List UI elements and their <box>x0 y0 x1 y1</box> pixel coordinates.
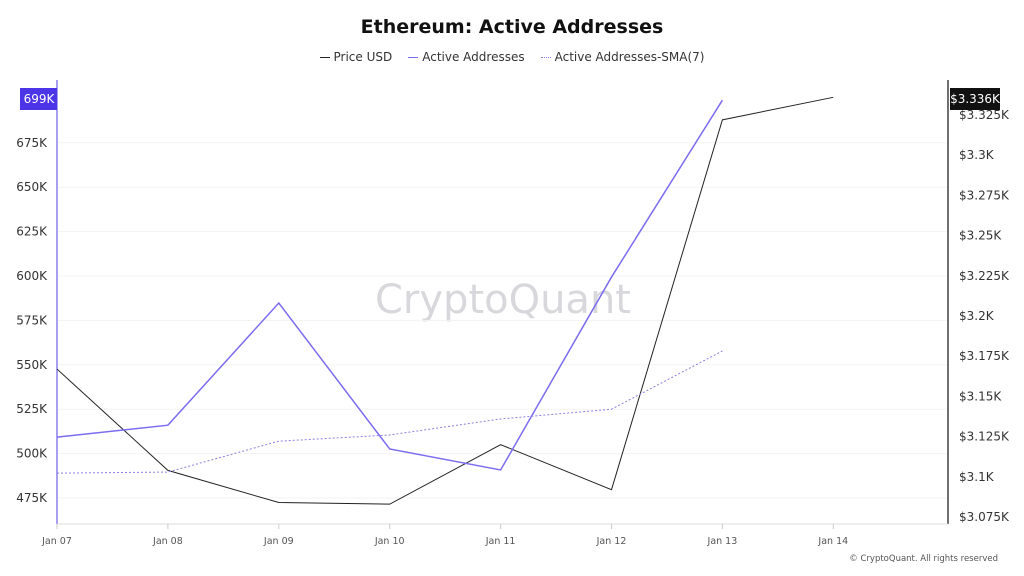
legend-label: Active Addresses-SMA(7) <box>554 50 705 64</box>
right-tick-label: $3.125K <box>959 430 1010 444</box>
right-current-label: $3.336K <box>950 92 1001 106</box>
left-current-badge <box>20 88 57 110</box>
legend-item-sma[interactable]: Active Addresses-SMA(7) <box>540 50 705 64</box>
right-current-badge <box>950 88 1000 110</box>
left-tick-label: 650K <box>16 180 48 194</box>
left-current-label: 699K <box>24 92 56 106</box>
legend-label: Price USD <box>333 50 393 64</box>
legend-item-price[interactable]: Price USD <box>319 50 393 64</box>
right-tick-label: $3.225K <box>959 269 1010 283</box>
left-tick-label: 575K <box>16 313 48 327</box>
x-tick-label: Jan 12 <box>596 536 627 547</box>
chart-title: Ethereum: Active Addresses <box>360 16 664 38</box>
right-tick-label: $3.075K <box>959 510 1010 524</box>
right-tick-label: $3.15K <box>959 389 1002 403</box>
right-tick-label: $3.3K <box>959 148 995 162</box>
series-line-price-usd <box>56 96 834 505</box>
legend: Price USD Active Addresses Active Addres… <box>0 50 1024 64</box>
legend-swatch <box>540 56 551 58</box>
legend-swatch <box>408 56 419 58</box>
x-tick-label: Jan 10 <box>374 536 405 547</box>
right-tick-label: $3.325K <box>959 108 1010 122</box>
legend-swatch <box>319 56 330 58</box>
legend-item-active-addresses[interactable]: Active Addresses <box>408 50 525 64</box>
copyright: © CryptoQuant. All rights reserved <box>849 554 998 564</box>
series-line-active-addresses-sma-7- <box>56 350 723 474</box>
left-tick-label: 625K <box>16 225 48 239</box>
left-tick-label: 600K <box>16 269 48 283</box>
right-tick-label: $3.25K <box>959 229 1002 243</box>
x-tick-label: Jan 11 <box>485 536 516 547</box>
left-tick-label: 475K <box>16 491 48 505</box>
x-tick-label: Jan 13 <box>707 536 738 547</box>
x-tick-label: Jan 14 <box>817 536 848 547</box>
right-tick-label: $3.275K <box>959 188 1010 202</box>
right-tick-label: $3.175K <box>959 349 1010 363</box>
watermark: CryptoQuant <box>375 277 631 323</box>
x-tick-label: Jan 08 <box>152 536 183 547</box>
x-tick-label: Jan 09 <box>263 536 294 547</box>
left-tick-label: 525K <box>16 402 48 416</box>
left-tick-label: 550K <box>16 358 48 372</box>
right-tick-label: $3.2K <box>959 309 995 323</box>
right-tick-label: $3.1K <box>959 470 995 484</box>
x-tick-label: Jan 07 <box>41 536 72 547</box>
legend-label: Active Addresses <box>422 50 525 64</box>
left-tick-label: 675K <box>16 136 48 150</box>
left-tick-label: 500K <box>16 447 48 461</box>
